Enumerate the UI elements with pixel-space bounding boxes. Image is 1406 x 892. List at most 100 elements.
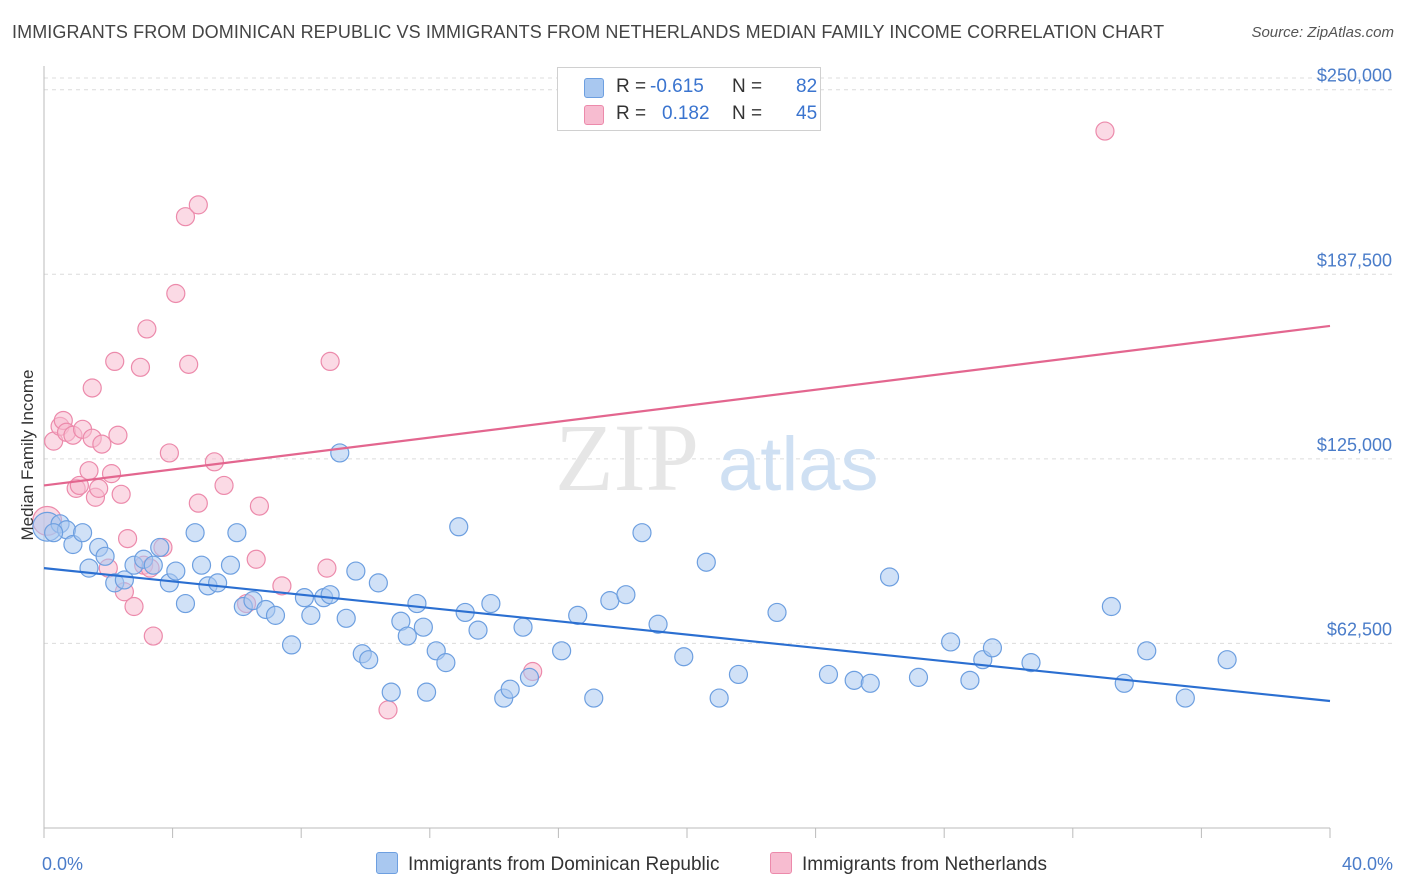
dominican-point	[960, 670, 980, 690]
netherlands-point	[101, 464, 122, 484]
dominican-point	[941, 632, 961, 652]
netherlands-point	[249, 496, 270, 516]
dominican-point	[72, 523, 93, 543]
watermark-zip: ZIP	[555, 404, 699, 511]
dominican-point	[1217, 650, 1237, 670]
netherlands-point	[204, 452, 224, 472]
legend-r-value: -0.615	[650, 76, 704, 97]
dominican-point	[175, 593, 196, 614]
dominican-point	[407, 593, 427, 614]
y-tick-label: $187,500	[1317, 250, 1392, 270]
gridlines	[44, 77, 1392, 644]
dominican-point	[908, 667, 929, 687]
netherlands-point	[378, 700, 398, 720]
dominican-point	[449, 517, 469, 537]
axes	[43, 66, 1331, 838]
netherlands-trend-line	[43, 324, 1331, 487]
netherlands-point	[137, 319, 157, 339]
dominican-point	[709, 688, 729, 708]
dominican-point	[336, 608, 356, 628]
dominican-point	[320, 585, 340, 605]
netherlands-point	[175, 207, 196, 227]
dominican-point	[616, 585, 636, 605]
legend-n-value: 82	[796, 76, 818, 97]
dominican-point	[166, 561, 186, 581]
dominican-point	[95, 546, 115, 566]
x-tick-label-left: 0.0%	[42, 854, 83, 874]
bottom-legend-netherlands: Immigrants from Netherlands	[770, 852, 1047, 876]
legend-n-label: N =	[732, 76, 763, 97]
dominican-point	[413, 617, 433, 637]
netherlands-point	[159, 443, 179, 463]
dominican-point	[879, 567, 900, 587]
dominican-point	[860, 673, 880, 693]
dominican-point	[818, 664, 839, 685]
dominican-point	[397, 626, 417, 646]
dominican-points	[32, 443, 1237, 708]
bottom-legend-swatch-blue	[376, 852, 398, 874]
dominican-point	[1175, 688, 1195, 708]
dominican-point	[1114, 673, 1134, 693]
dominican-point	[674, 647, 694, 667]
dominican-point	[208, 573, 228, 593]
dominican-point	[1137, 641, 1157, 661]
netherlands-point	[179, 354, 199, 374]
dominican-point	[696, 552, 716, 572]
dominican-point	[1101, 596, 1121, 617]
watermark: ZIP atlas	[555, 404, 879, 511]
dominican-point	[552, 641, 572, 661]
netherlands-point	[124, 596, 144, 617]
dominican-point	[1021, 653, 1041, 673]
dominican-point	[281, 635, 302, 655]
dominican-point	[584, 688, 604, 708]
dominican-point	[44, 523, 64, 543]
legend-r-label: R =	[616, 76, 647, 97]
dominican-point	[301, 605, 321, 625]
dominican-point	[728, 664, 749, 685]
netherlands-point	[246, 549, 266, 569]
dominican-point	[767, 602, 787, 623]
y-tick-label: $62,500	[1327, 619, 1392, 639]
y-axis-title: Median Family Income	[18, 369, 37, 540]
dominican-point	[150, 537, 170, 558]
legend-n-label: N =	[732, 103, 763, 124]
dominican-point	[481, 593, 501, 614]
dominican-point	[519, 667, 540, 687]
netherlands-point	[108, 425, 128, 445]
dominican-point	[185, 523, 205, 543]
netherlands-point	[214, 475, 234, 496]
bottom-legend-swatch-pink	[770, 852, 792, 874]
netherlands-point	[105, 351, 125, 372]
netherlands-point	[317, 558, 337, 578]
chart-title: IMMIGRANTS FROM DOMINICAN REPUBLIC VS IM…	[12, 22, 1165, 42]
dominican-point	[648, 614, 668, 634]
netherlands-point	[188, 195, 208, 215]
dominican-point	[191, 555, 212, 575]
bottom-legend-label-dominican: Immigrants from Dominican Republic	[408, 854, 720, 875]
netherlands-point	[272, 576, 292, 596]
legend-r-value: 0.182	[662, 103, 710, 124]
netherlands-point	[320, 351, 340, 372]
netherlands-point	[117, 528, 138, 549]
dominican-point	[368, 573, 388, 593]
netherlands-point	[166, 283, 186, 304]
netherlands-point	[1095, 121, 1115, 141]
dominican-point	[436, 653, 456, 673]
netherlands-point	[111, 484, 131, 504]
dominican-point	[844, 670, 864, 690]
netherlands-point	[89, 478, 109, 498]
dominican-point	[632, 523, 652, 543]
dominican-point	[294, 588, 315, 608]
y-tick-label: $250,000	[1317, 66, 1392, 86]
legend: R = -0.615 N = 82 R = 0.182 N = 45	[557, 67, 821, 131]
netherlands-point	[188, 493, 208, 513]
dominican-point	[220, 555, 241, 575]
bottom-legend-label-netherlands: Immigrants from Netherlands	[802, 854, 1047, 875]
dominican-trend-line	[43, 567, 1331, 703]
dominican-point	[346, 561, 366, 581]
dominican-point	[416, 682, 437, 702]
dominican-point	[359, 650, 379, 670]
dominican-point	[513, 617, 533, 637]
source-label: Source: ZipAtlas.com	[1251, 24, 1394, 41]
